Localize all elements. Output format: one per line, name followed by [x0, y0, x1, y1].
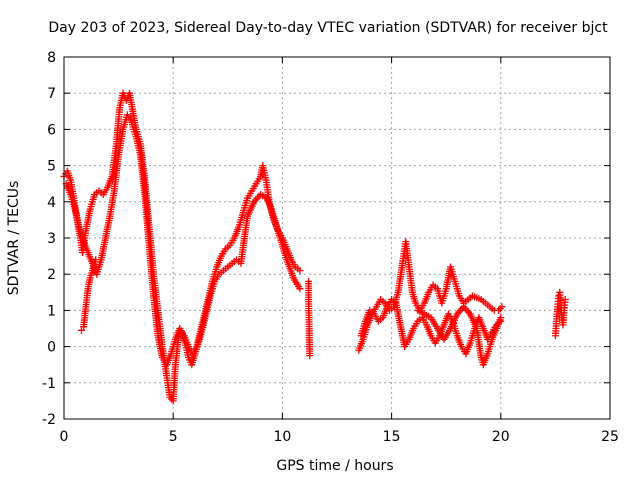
y-tick-label: 8 [47, 50, 56, 66]
data-points [60, 89, 569, 405]
data-point [306, 352, 314, 360]
y-tick-label: 1 [47, 303, 56, 319]
chart-title: Day 203 of 2023, Sidereal Day-to-day VTE… [48, 20, 608, 36]
x-tick-label: 20 [492, 429, 510, 445]
series-0 [60, 89, 304, 405]
y-tick-label: 6 [47, 122, 56, 138]
series-6 [414, 303, 505, 369]
y-tick-label: 0 [47, 340, 56, 356]
x-tick-label: 25 [601, 429, 619, 445]
y-tick-label: 4 [47, 195, 56, 211]
y-tick-label: -2 [42, 412, 56, 428]
y-tick-label: 2 [47, 267, 56, 283]
x-axis-label: GPS time / hours [276, 458, 393, 474]
data-point [497, 314, 505, 322]
x-tick-label: 5 [169, 429, 178, 445]
data-point [561, 296, 569, 304]
tick-labels: 0 5 10 15 20 25 -2 -1 0 1 2 3 4 5 6 7 8 [42, 50, 619, 445]
data-point [92, 256, 100, 264]
data-point [296, 267, 304, 275]
series-7 [551, 288, 569, 340]
data-point [77, 326, 85, 334]
axis-ticks [63, 56, 611, 420]
y-tick-label: 3 [47, 231, 56, 247]
y-tick-label: 7 [47, 86, 56, 102]
series-2 [77, 256, 100, 334]
data-point [296, 285, 304, 293]
x-tick-label: 15 [383, 429, 401, 445]
x-tick-label: 10 [273, 429, 291, 445]
y-tick-label: 5 [47, 159, 56, 175]
series-3 [305, 277, 314, 360]
x-tick-label: 0 [60, 429, 69, 445]
y-axis-label: SDTVAR / TECUs [6, 181, 22, 296]
y-tick-label: -1 [42, 376, 56, 392]
data-point [498, 303, 506, 311]
series-1 [62, 111, 304, 369]
series-5 [357, 296, 505, 358]
